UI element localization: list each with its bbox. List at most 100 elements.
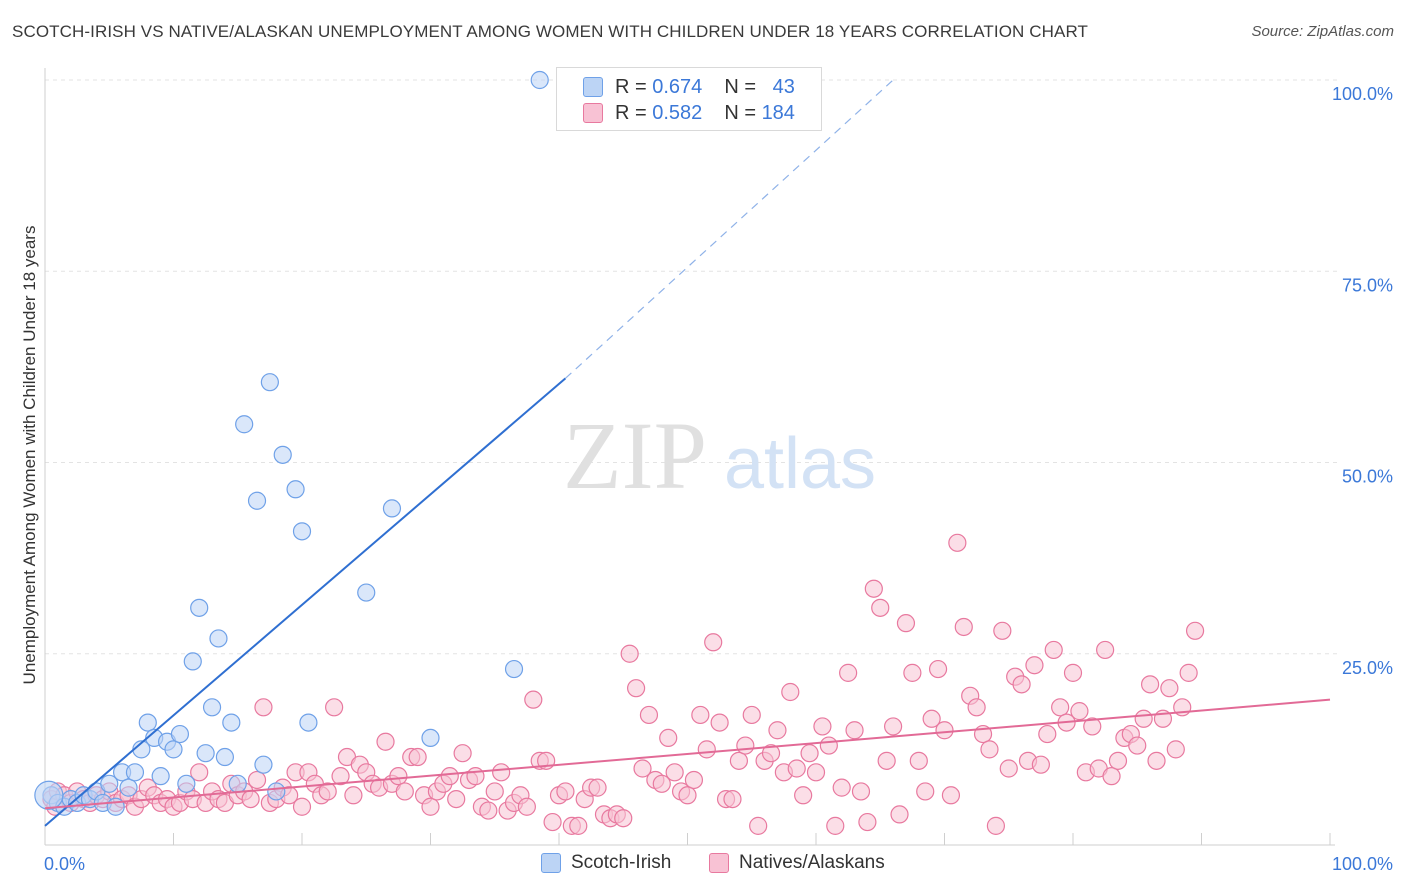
correlation-legend: R = 0.674 N = 43 R = 0.582 N = 184 [556,67,822,131]
natives-point [626,679,646,698]
natives-point [813,717,832,736]
natives-point [684,770,704,790]
x-tick-label: 100.0% [1332,854,1393,874]
trend-lines [44,79,1331,827]
natives-point [1051,698,1070,717]
natives-point [421,797,440,816]
natives-point [916,782,935,801]
legend-row-natives: R = 0.582 N = 184 [583,100,795,126]
natives-point [1147,751,1166,770]
scotch-irish-point [190,598,209,617]
legend-row-scotch-irish: R = 0.674 N = 43 [583,74,795,100]
natives-point [659,728,678,748]
natives-point [736,736,755,755]
legend-r-value: 0.674 [652,75,703,98]
natives-point [1140,675,1160,694]
scotch-irish-point [151,767,170,786]
natives-point [485,782,504,801]
natives-point [569,816,588,835]
natives-point [492,763,511,782]
natives-point [890,805,909,824]
y-tick-label: 25.0% [1342,658,1393,678]
source-label: Source: ZipAtlas.com [1251,23,1394,40]
natives-point [665,763,684,782]
legend-n-value: 184 [761,101,795,124]
scotch-irish-point [299,713,318,732]
natives-point [652,774,671,793]
natives-point [819,736,838,755]
natives-point [1185,621,1205,640]
natives-point [440,767,459,786]
natives-point [729,751,749,770]
scotch-irish-point [119,778,138,797]
natives-point [864,579,883,598]
natives-point [1012,675,1031,694]
natives-point [247,770,267,790]
natives-point [614,809,633,828]
scotch-irish-point [421,728,440,748]
natives-point [556,782,575,801]
scotch-irish-point [260,373,279,392]
scotch-irish-point [247,491,267,510]
scotch-irish-point [357,583,376,602]
scotch-irish-point [125,763,145,782]
scotch-irish-point [170,724,190,744]
natives-point [794,786,813,805]
grid-lines [45,79,1340,655]
natives-point [948,533,967,552]
scotch-irish-point [504,659,524,679]
watermark-atlas: atlas [724,424,876,504]
x-tick-label: 0.0% [44,854,85,874]
scotch-irish-point [273,445,292,464]
series-legend-natives: Natives/Alaskans [709,852,885,874]
natives-trend-line [44,698,1331,810]
natives-point [1102,767,1121,786]
natives-point [832,778,851,797]
natives-point [1128,736,1147,755]
natives-point [1160,679,1179,698]
natives-point [331,767,350,786]
natives-point [190,763,209,782]
scotch-irish-point [164,740,183,759]
natives-point [781,682,800,702]
natives-points [42,533,1205,835]
natives-point [851,782,871,801]
natives-point [954,617,973,637]
natives-point [524,690,543,709]
scotch-irish-point [530,70,549,90]
natives-point [826,816,845,835]
natives-point [710,713,729,732]
natives-point [871,598,890,617]
natives-point [254,698,273,717]
natives-point [1031,755,1050,774]
natives-point [704,633,723,652]
natives-point [697,740,716,759]
natives-point [1025,656,1044,675]
natives-point [1179,663,1198,682]
natives-point [447,789,466,809]
scotch-irish-point [286,480,305,499]
natives-point [588,778,607,797]
scotch-irish-trend-extension [565,79,894,379]
natives-point [787,759,806,778]
axes [44,68,1335,846]
legend-r-label: R = [615,75,647,98]
natives-point [967,698,986,717]
natives-point [883,717,903,736]
natives-point [376,732,395,751]
natives-point [999,759,1018,778]
series-name-natives: Natives/Alaskans [739,852,885,873]
natives-point [761,744,781,763]
natives-point [466,767,485,786]
scotch-irish-point [209,629,228,648]
scotch-irish-point [202,698,222,717]
natives-point [325,698,344,717]
natives-point [980,740,999,759]
scotch-irish-point [228,774,247,793]
natives-point [839,663,858,682]
scotch-irish-point [183,652,202,671]
legend-r-label: R = [615,101,647,124]
scotch-irish-point [292,522,312,541]
y-tick-label: 50.0% [1342,467,1393,487]
